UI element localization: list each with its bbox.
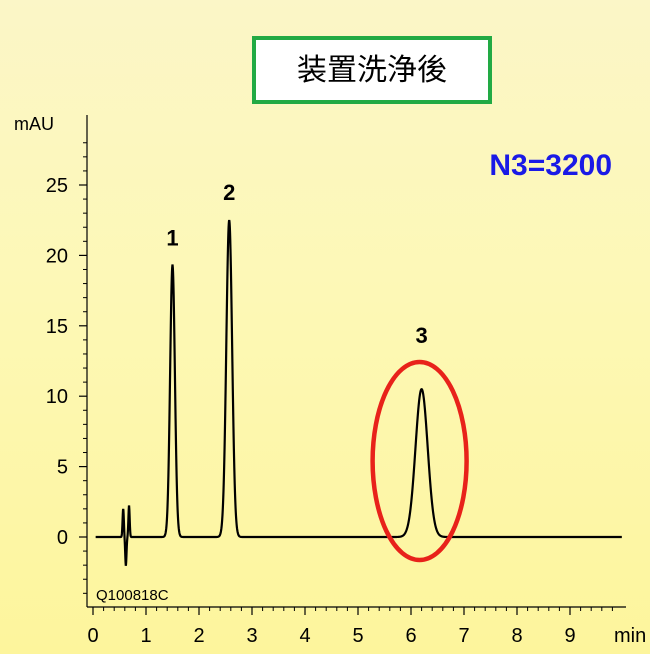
y-tick-label: 15 [46,316,68,338]
y-tick-label: 5 [57,457,68,479]
y-ticks: 0 5 10 15 20 25 [46,142,87,594]
chromatogram-trace [95,219,622,566]
x-tick-label: 1 [140,625,151,647]
y-tick-label: 10 [46,386,68,408]
title-box [252,36,492,104]
x-tick-label: 3 [246,625,257,647]
x-tick-label: 8 [511,625,522,647]
peak-label-2: 2 [223,180,235,205]
y-tick-label: 0 [57,527,68,549]
x-tick-label: 6 [405,625,416,647]
chart-title: 装置洗浄後 [297,53,447,88]
y-axis-label: mAU [14,114,54,134]
y-tick-label: 20 [46,245,68,267]
x-tick-label: 4 [299,625,310,647]
x-tick-label: 0 [87,625,98,647]
peak-label-3: 3 [415,323,427,348]
x-axis-unit: min [614,625,646,647]
x-tick-label: 9 [564,625,575,647]
x-tick-label: 7 [458,625,469,647]
peak-3-highlight-ellipse [370,359,469,563]
peak-label-1: 1 [166,225,178,250]
y-tick-label: 25 [46,175,68,197]
sample-id: Q100818C [96,587,169,604]
peak-labels: 1 2 3 [166,180,427,348]
x-tick-label: 2 [193,625,204,647]
plate-count-annotation: N3=3200 [489,149,612,182]
x-ticks: 0 1 2 3 4 5 6 7 8 9 [87,607,613,647]
x-tick-label: 5 [352,625,363,647]
